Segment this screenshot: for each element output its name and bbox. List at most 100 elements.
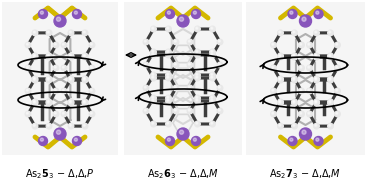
Circle shape	[46, 100, 52, 106]
Circle shape	[177, 15, 189, 27]
Circle shape	[69, 100, 71, 102]
Circle shape	[218, 86, 220, 88]
Circle shape	[82, 76, 88, 82]
Circle shape	[290, 138, 293, 141]
Circle shape	[196, 53, 198, 55]
Circle shape	[314, 9, 323, 19]
Circle shape	[293, 31, 295, 33]
Circle shape	[279, 77, 281, 79]
Circle shape	[293, 101, 295, 103]
Circle shape	[271, 88, 276, 94]
Circle shape	[192, 9, 200, 19]
Circle shape	[53, 111, 59, 117]
Circle shape	[173, 62, 179, 68]
Circle shape	[174, 86, 176, 88]
Circle shape	[54, 112, 56, 114]
Circle shape	[314, 77, 319, 83]
Circle shape	[314, 53, 319, 59]
Circle shape	[292, 30, 297, 36]
Circle shape	[144, 86, 146, 88]
Circle shape	[46, 99, 52, 105]
Circle shape	[308, 112, 310, 114]
Circle shape	[83, 77, 85, 79]
Circle shape	[166, 98, 171, 104]
Circle shape	[187, 108, 193, 114]
Circle shape	[328, 123, 333, 129]
Bar	[246, 2, 365, 155]
Circle shape	[292, 100, 297, 106]
Circle shape	[25, 42, 31, 48]
Circle shape	[32, 100, 38, 106]
Circle shape	[73, 9, 81, 19]
Text: $\mathrm{As_2}$$\mathbf{6}$$\mathrm{_3}$ $-$ $\Delta$,$\Delta$,$\mathit{M}$: $\mathrm{As_2}$$\mathbf{6}$$\mathrm{_3}$…	[147, 167, 219, 181]
Circle shape	[68, 77, 74, 83]
Circle shape	[57, 17, 61, 21]
Circle shape	[166, 72, 171, 78]
Circle shape	[152, 73, 154, 75]
Circle shape	[83, 31, 85, 33]
Circle shape	[316, 11, 319, 14]
Circle shape	[314, 99, 319, 105]
Circle shape	[74, 11, 77, 14]
Circle shape	[314, 123, 319, 129]
Circle shape	[25, 65, 31, 71]
Circle shape	[195, 75, 200, 81]
Circle shape	[143, 108, 149, 114]
Circle shape	[293, 54, 295, 56]
Circle shape	[328, 53, 333, 59]
Circle shape	[293, 100, 295, 102]
Circle shape	[89, 65, 95, 71]
Circle shape	[299, 111, 304, 117]
Circle shape	[179, 17, 184, 21]
Circle shape	[307, 88, 312, 94]
Circle shape	[336, 112, 338, 114]
Circle shape	[271, 65, 276, 71]
Circle shape	[68, 99, 74, 105]
Circle shape	[68, 123, 74, 129]
Circle shape	[278, 100, 283, 106]
Circle shape	[308, 89, 310, 91]
Circle shape	[271, 42, 276, 48]
Circle shape	[90, 89, 92, 91]
Circle shape	[279, 55, 281, 57]
Circle shape	[300, 43, 302, 45]
Circle shape	[83, 54, 85, 56]
Circle shape	[83, 124, 85, 126]
Circle shape	[54, 66, 56, 68]
Bar	[2, 2, 118, 155]
Circle shape	[151, 49, 156, 55]
Circle shape	[33, 77, 35, 79]
Circle shape	[315, 54, 317, 56]
Circle shape	[315, 31, 317, 33]
Circle shape	[82, 53, 88, 59]
Circle shape	[53, 65, 59, 71]
Circle shape	[299, 42, 304, 48]
Circle shape	[293, 55, 295, 57]
Circle shape	[211, 73, 213, 75]
Circle shape	[46, 30, 52, 36]
Circle shape	[328, 100, 333, 106]
Circle shape	[195, 98, 200, 104]
Circle shape	[47, 101, 49, 103]
Circle shape	[335, 111, 340, 117]
Circle shape	[54, 89, 56, 91]
Circle shape	[211, 122, 213, 124]
Circle shape	[68, 54, 74, 60]
Circle shape	[307, 65, 312, 71]
Circle shape	[288, 9, 297, 19]
Circle shape	[278, 54, 283, 60]
Circle shape	[47, 124, 49, 126]
Circle shape	[82, 99, 88, 105]
Circle shape	[61, 88, 67, 94]
Circle shape	[151, 72, 156, 78]
Circle shape	[62, 43, 64, 45]
Circle shape	[279, 124, 281, 126]
Circle shape	[151, 98, 156, 104]
Circle shape	[328, 76, 333, 82]
Circle shape	[69, 124, 71, 126]
Circle shape	[54, 128, 66, 140]
Circle shape	[272, 66, 274, 68]
Circle shape	[218, 63, 220, 65]
Circle shape	[195, 26, 200, 32]
Circle shape	[211, 53, 213, 55]
